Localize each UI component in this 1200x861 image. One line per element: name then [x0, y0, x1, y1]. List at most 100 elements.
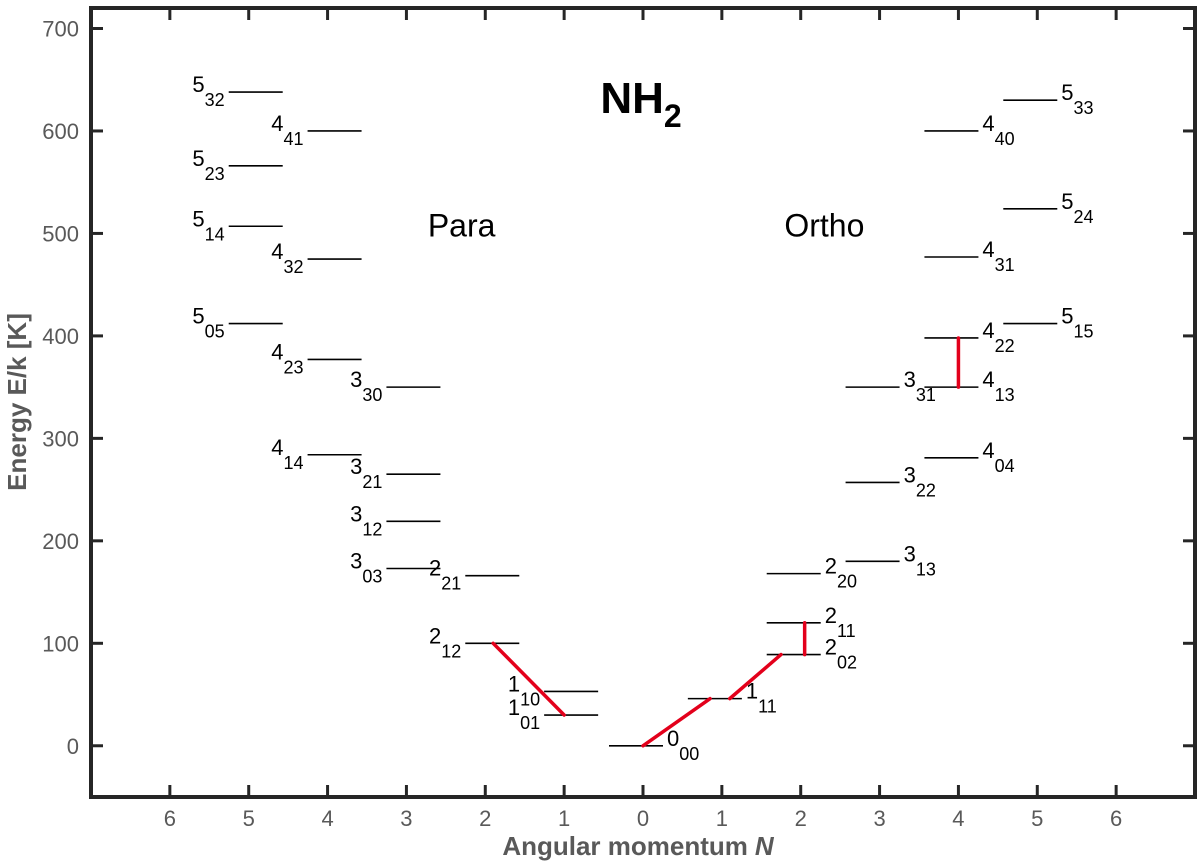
transition-line	[491, 641, 566, 717]
x-tick-label: 6	[1110, 806, 1122, 831]
x-axis-label: Angular momentum N	[502, 831, 775, 861]
energy-level-label: 303	[350, 548, 382, 586]
level-label-n: 3	[350, 548, 362, 573]
level-label-n: 2	[825, 603, 837, 628]
energy-level-label: 515	[1061, 304, 1093, 342]
level-label-subscript: 00	[679, 744, 699, 764]
level-label-n: 4	[982, 438, 994, 463]
energy-level-label: 514	[192, 206, 224, 244]
y-tick-label: 200	[42, 529, 79, 554]
energy-level-label: 101	[508, 695, 540, 733]
level-label-subscript: 24	[1074, 207, 1094, 227]
level-label-n: 4	[982, 237, 994, 262]
energy-level-label: 533	[1061, 80, 1093, 118]
level-label-n: 4	[271, 111, 283, 136]
y-tick-label: 0	[67, 734, 79, 759]
chart-title: NH2	[600, 74, 681, 134]
x-tick-label: 6	[164, 806, 176, 831]
level-label-n: 3	[350, 454, 362, 479]
level-label-n: 4	[982, 367, 994, 392]
energy-level-label: 505	[192, 304, 224, 342]
energy-level-label: 404	[982, 438, 1014, 476]
x-tick-label: 4	[321, 806, 333, 831]
level-label-subscript: 12	[362, 519, 382, 539]
transitions-layer	[491, 336, 961, 748]
level-label-subscript: 13	[916, 559, 936, 579]
energy-level-label: 431	[982, 237, 1014, 275]
level-label-n: 5	[1061, 80, 1073, 105]
x-tick-label: 2	[795, 806, 807, 831]
x-tick-label: 5	[1031, 806, 1043, 831]
transition-line	[727, 652, 783, 701]
energy-level-label: 220	[825, 554, 857, 592]
level-label-subscript: 10	[520, 689, 540, 709]
energy-level-label: 000	[667, 726, 699, 764]
level-label-subscript: 20	[837, 572, 857, 592]
level-label-n: 2	[825, 635, 837, 660]
energy-level-label: 202	[825, 635, 857, 673]
x-tick-label: 1	[558, 806, 570, 831]
level-label-subscript: 32	[284, 257, 304, 277]
y-axis-label: Energy E/k [K]	[2, 313, 32, 491]
level-label-subscript: 41	[284, 129, 304, 149]
level-label-n: 3	[350, 501, 362, 526]
chart-title-main: NH	[600, 74, 664, 123]
x-tick-label: 3	[400, 806, 412, 831]
level-label-subscript: 02	[837, 653, 857, 673]
y-tick-label: 600	[42, 119, 79, 144]
level-label-n: 0	[667, 726, 679, 751]
level-label-n: 3	[350, 367, 362, 392]
level-label-n: 5	[1061, 189, 1073, 214]
x-tick-label: 1	[716, 806, 728, 831]
level-label-n: 2	[825, 554, 837, 579]
level-label-n: 3	[904, 462, 916, 487]
level-label-subscript: 33	[1074, 98, 1094, 118]
energy-level-label: 432	[271, 239, 303, 277]
energy-level-label: 532	[192, 72, 224, 110]
level-label-n: 1	[508, 671, 520, 696]
level-label-n: 5	[192, 206, 204, 231]
level-label-subscript: 32	[205, 90, 225, 110]
plot-frame	[89, 6, 1197, 799]
energy-level-label: 313	[904, 541, 936, 579]
level-label-subscript: 03	[362, 566, 382, 586]
x-tick-label: 5	[243, 806, 255, 831]
energy-level-label: 212	[429, 623, 461, 661]
energy-level-label: 321	[350, 454, 382, 492]
level-label-n: 4	[271, 435, 283, 460]
energy-level-label: 221	[429, 556, 461, 594]
x-tick-label: 4	[952, 806, 964, 831]
level-label-subscript: 21	[441, 574, 461, 594]
energy-level-label: 331	[904, 367, 936, 405]
energy-level-label: 330	[350, 367, 382, 405]
energy-level-label: 322	[904, 462, 936, 500]
y-tick-label: 300	[42, 426, 79, 451]
level-label-n: 4	[982, 318, 994, 343]
energy-level-label: 440	[982, 111, 1014, 149]
level-label-subscript: 01	[520, 713, 540, 733]
level-label-subscript: 14	[205, 224, 225, 244]
level-label-n: 4	[982, 111, 994, 136]
energy-level-label: 441	[271, 111, 303, 149]
energy-level-label: 414	[271, 435, 303, 473]
level-label-subscript: 11	[758, 697, 777, 717]
level-label-n: 3	[904, 541, 916, 566]
level-label-n: 1	[746, 679, 758, 704]
x-axis-label-variable: N	[755, 831, 775, 861]
energy-level-label: 312	[350, 501, 382, 539]
level-label-subscript: 31	[916, 385, 936, 405]
level-label-n: 5	[192, 72, 204, 97]
level-label-n: 4	[271, 239, 283, 264]
group-label-ortho: Ortho	[784, 207, 864, 243]
level-label-subscript: 13	[995, 385, 1015, 405]
level-label-subscript: 15	[1074, 322, 1094, 342]
transition-line	[641, 696, 712, 748]
level-label-n: 2	[429, 556, 441, 581]
energy-level-label: 111	[746, 679, 777, 717]
energy-level-label: 523	[192, 146, 224, 184]
y-tick-label: 700	[42, 16, 79, 41]
group-label-para: Para	[428, 207, 496, 243]
level-label-n: 1	[508, 695, 520, 720]
